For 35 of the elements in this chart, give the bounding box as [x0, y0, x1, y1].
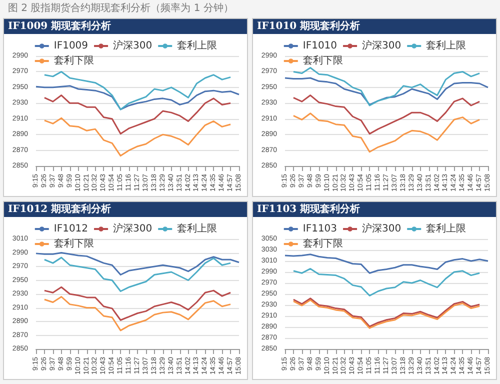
line-series: [44, 117, 232, 157]
legend-label: IF1009: [54, 40, 88, 52]
line-series: [44, 286, 232, 321]
line-series: [44, 296, 232, 332]
chart-title: IF1103 期现套利分析: [253, 202, 496, 217]
legend-label: 套利上限: [426, 222, 466, 234]
legend-label: 套利上限: [177, 40, 218, 52]
legend-label: IF1010: [302, 40, 338, 52]
legend-label: 沪深300: [362, 222, 402, 234]
line-series: [284, 254, 489, 274]
line-series: [44, 70, 232, 110]
text: 图 2 股指期货合约期现套利分析（频率为 1 分钟）: [7, 2, 234, 16]
legend-label: 沪深300: [362, 40, 402, 52]
chart-title: IF1012 期现套利分析: [4, 202, 247, 217]
legend-label: 套利下限: [302, 238, 343, 250]
line-series: [292, 94, 480, 135]
chart-title: IF1009 期现套利分析: [4, 19, 247, 34]
legend-label: 套利上限: [426, 40, 466, 52]
line-series: [44, 256, 232, 292]
legend-label: 套利下限: [54, 54, 94, 66]
chart-title: IF1010 期现套利分析: [253, 19, 496, 34]
legend-label: 沪深300: [113, 40, 152, 52]
line-series: [292, 67, 480, 106]
line-series: [35, 252, 240, 276]
legend-label: IF1012: [54, 224, 88, 234]
legend-label: 套利下限: [302, 54, 343, 66]
legend-label: IF1103: [302, 224, 338, 234]
line-series: [292, 112, 480, 153]
line-series: [292, 268, 480, 296]
legend-label: 套利上限: [177, 222, 218, 234]
line-series: [35, 85, 240, 110]
legend-label: 套利下限: [54, 238, 94, 250]
line-series: [44, 94, 232, 135]
line-series: [284, 77, 489, 106]
legend-label: 沪深300: [113, 222, 152, 234]
